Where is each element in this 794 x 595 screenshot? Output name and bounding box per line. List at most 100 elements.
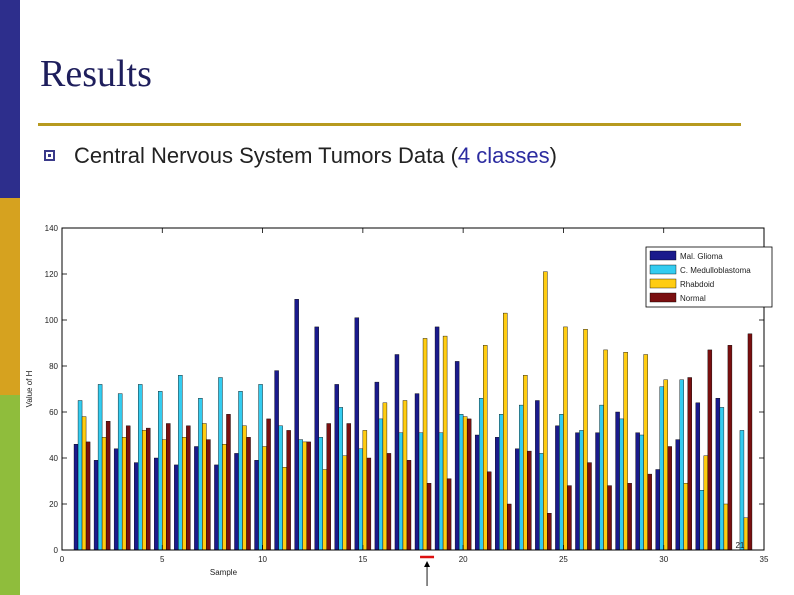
bar-normal-23 xyxy=(527,450,532,551)
bar-mal-glioma-25 xyxy=(555,425,560,551)
bar-normal-8 xyxy=(226,414,231,551)
bar-mal-glioma-28 xyxy=(615,411,620,551)
bar-c-medulloblastoma-28 xyxy=(619,418,624,551)
bar-mal-glioma-33 xyxy=(715,397,721,551)
bar-rhabdoid-8 xyxy=(222,443,227,551)
bar-mal-glioma-3 xyxy=(113,448,119,551)
bar-c-medulloblastoma-24 xyxy=(539,453,544,551)
bar-rhabdoid-19 xyxy=(442,335,448,551)
bar-normal-22 xyxy=(507,503,512,551)
bar-rhabdoid-7 xyxy=(202,423,207,551)
bar-rhabdoid-2 xyxy=(101,437,107,551)
y-axis-label: Value of H xyxy=(25,370,34,407)
bar-c-medulloblastoma-16 xyxy=(378,418,384,551)
bar-c-medulloblastoma-14 xyxy=(338,407,344,551)
bar-mal-glioma-31 xyxy=(675,439,680,551)
bar-rhabdoid-1 xyxy=(81,416,87,551)
bar-rhabdoid-27 xyxy=(603,349,608,551)
bar-c-medulloblastoma-27 xyxy=(599,404,604,551)
bar-rhabdoid-15 xyxy=(362,430,368,551)
x-tick-label-35: 35 xyxy=(760,555,769,564)
bar-mal-glioma-1 xyxy=(73,443,79,551)
legend-label-rhabdoid: Rhabdoid xyxy=(680,280,714,289)
side-band-green xyxy=(0,395,20,595)
x-tick-label-25: 25 xyxy=(559,555,568,564)
bar-normal-26 xyxy=(587,462,592,551)
bullet-text: Central Nervous System Tumors Data (4 cl… xyxy=(74,143,557,169)
y-tick-label-120: 120 xyxy=(45,270,59,279)
legend-swatch-c-medulloblastoma xyxy=(649,264,677,275)
bar-rhabdoid-17 xyxy=(402,400,408,551)
legend-swatch-normal xyxy=(649,292,677,303)
bullet-suffix: ) xyxy=(549,143,557,168)
x-tick-label-0: 0 xyxy=(60,555,65,564)
bar-rhabdoid-23 xyxy=(523,374,528,551)
bar-mal-glioma-23 xyxy=(515,448,520,551)
bar-normal-10 xyxy=(266,418,271,551)
bar-rhabdoid-28 xyxy=(623,351,628,551)
bar-normal-3 xyxy=(125,425,131,551)
x-tick-label-5: 5 xyxy=(160,555,165,564)
bar-mal-glioma-4 xyxy=(134,462,139,551)
bar-normal-6 xyxy=(186,425,191,551)
bar-normal-20 xyxy=(466,418,472,551)
x-tick-label-30: 30 xyxy=(659,555,668,564)
bar-rhabdoid-6 xyxy=(182,437,187,551)
bar-rhabdoid-10 xyxy=(262,446,267,551)
bar-mal-glioma-20 xyxy=(454,361,460,551)
bar-c-medulloblastoma-3 xyxy=(117,393,123,551)
bar-rhabdoid-30 xyxy=(663,379,668,551)
bar-rhabdoid-18 xyxy=(422,338,428,551)
bar-c-medulloblastoma-6 xyxy=(178,374,183,551)
bar-c-medulloblastoma-11 xyxy=(278,425,283,551)
bar-c-medulloblastoma-13 xyxy=(318,437,323,551)
bullet-prefix: Central Nervous System Tumors Data ( xyxy=(74,143,458,168)
legend-label-mal-glioma: Mal. Glioma xyxy=(680,252,723,261)
bar-rhabdoid-34 xyxy=(743,517,749,551)
bar-mal-glioma-26 xyxy=(575,432,580,551)
bar-normal-27 xyxy=(607,485,612,551)
bar-normal-7 xyxy=(206,439,211,551)
bar-rhabdoid-33 xyxy=(723,503,729,551)
y-tick-label-20: 20 xyxy=(49,500,58,509)
title-rule xyxy=(38,123,741,126)
bar-rhabdoid-26 xyxy=(583,328,588,551)
bar-c-medulloblastoma-5 xyxy=(158,391,163,551)
bar-mal-glioma-12 xyxy=(294,299,299,551)
bar-normal-28 xyxy=(627,483,632,551)
bar-rhabdoid-32 xyxy=(703,455,709,551)
x-tick-label-10: 10 xyxy=(258,555,267,564)
bar-c-medulloblastoma-33 xyxy=(719,407,725,551)
bar-normal-15 xyxy=(366,457,372,551)
bar-rhabdoid-14 xyxy=(342,455,348,551)
legend-label-normal: Normal xyxy=(680,294,706,303)
bar-normal-32 xyxy=(707,349,713,551)
y-tick-label-140: 140 xyxy=(45,224,59,233)
bar-mal-glioma-21 xyxy=(474,434,480,551)
bar-mal-glioma-24 xyxy=(535,400,540,551)
legend-swatch-rhabdoid xyxy=(649,278,677,289)
bar-c-medulloblastoma-10 xyxy=(258,384,263,551)
legend-swatch-mal-glioma xyxy=(649,250,677,261)
bar-rhabdoid-25 xyxy=(563,326,568,551)
bar-mal-glioma-13 xyxy=(314,326,319,551)
bar-normal-33 xyxy=(727,345,733,551)
bar-rhabdoid-9 xyxy=(242,425,247,551)
bar-mal-glioma-22 xyxy=(495,437,500,551)
bar-rhabdoid-5 xyxy=(162,439,167,551)
bar-mal-glioma-8 xyxy=(214,464,219,551)
bar-normal-17 xyxy=(406,460,412,551)
bar-rhabdoid-20 xyxy=(462,416,468,551)
bar-normal-19 xyxy=(446,478,452,551)
bar-rhabdoid-31 xyxy=(683,483,688,551)
side-band-gold xyxy=(0,198,20,395)
y-tick-label-40: 40 xyxy=(49,454,58,463)
bar-c-medulloblastoma-34 xyxy=(739,430,745,551)
bar-rhabdoid-21 xyxy=(483,345,488,551)
bullet-emphasis: classes xyxy=(476,143,550,168)
bar-normal-24 xyxy=(547,513,552,551)
bar-mal-glioma-9 xyxy=(234,453,239,551)
bar-mal-glioma-16 xyxy=(374,381,380,551)
bar-rhabdoid-29 xyxy=(643,354,648,551)
bar-mal-glioma-29 xyxy=(635,432,640,551)
